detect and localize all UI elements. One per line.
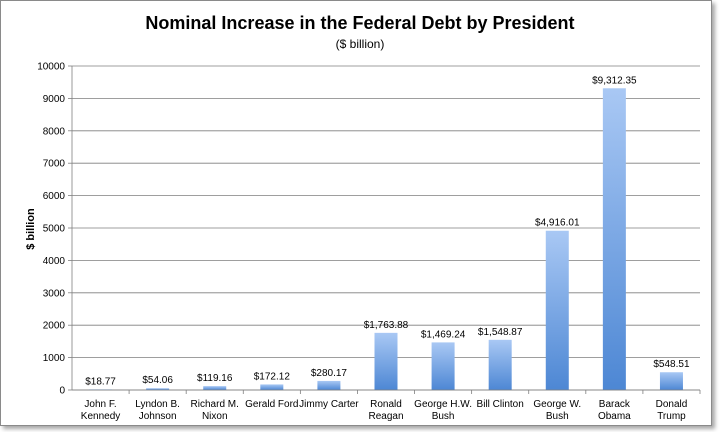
- y-tick-label: 10000: [37, 62, 65, 73]
- y-tick-label: 2000: [43, 321, 66, 332]
- data-label: $1,469.24: [421, 329, 466, 340]
- y-tick-label: 7000: [43, 159, 66, 170]
- y-tick-label: 9000: [43, 94, 66, 105]
- bar: [203, 386, 227, 390]
- x-tick-label: Kennedy: [81, 411, 120, 422]
- x-tick-label: Nixon: [202, 411, 228, 422]
- bar: [602, 88, 626, 391]
- x-tick-label: Reagan: [368, 411, 403, 422]
- x-tick-label: George W.: [533, 399, 581, 410]
- chart-subtitle: ($ billion): [335, 37, 385, 51]
- data-label: $54.06: [142, 375, 173, 386]
- y-tick-label: 3000: [43, 288, 66, 299]
- x-tick-label: Jimmy Carter: [299, 399, 359, 410]
- bar: [545, 230, 569, 390]
- bar: [317, 380, 341, 390]
- chart-title: Nominal Increase in the Federal Debt by …: [145, 13, 575, 33]
- x-tick-label: Richard M.: [191, 399, 239, 410]
- y-tick-label: 0: [59, 386, 65, 397]
- data-label: $280.17: [311, 368, 348, 379]
- x-tick-label: Gerald Ford: [245, 399, 298, 410]
- y-tick-label: 5000: [43, 224, 66, 235]
- y-tick-label: 1000: [43, 353, 66, 364]
- x-tick-label: Lyndon B.: [135, 399, 180, 410]
- x-tick-label: Trump: [657, 411, 686, 422]
- x-tick-label: Bush: [546, 411, 569, 422]
- x-tick-label: John F.: [84, 399, 116, 410]
- bar: [431, 342, 455, 390]
- bar: [260, 384, 284, 390]
- bar: [146, 388, 170, 390]
- bar: [374, 332, 398, 390]
- x-tick-label: George H.W.: [414, 399, 472, 410]
- y-tick-label: 8000: [43, 126, 66, 137]
- axes: 0 1000 2000 3000 4000 5000 6000 7000 8000 9000 100…: [37, 62, 701, 422]
- x-tick-label: Bush: [432, 411, 455, 422]
- y-axis-label: $ billion: [25, 208, 37, 250]
- data-label: $119.16: [197, 373, 233, 384]
- data-label: $172.12: [254, 371, 291, 382]
- bar: [488, 339, 512, 390]
- data-label: $4,916.01: [535, 218, 580, 229]
- gridlines: [72, 65, 700, 391]
- y-tick-label: 6000: [43, 191, 66, 202]
- bars: $18.77 $54.06 $119.16 $172.12 $280.17 $1,763.…: [85, 75, 690, 391]
- y-tick-label: 4000: [43, 256, 66, 267]
- data-label: $1,548.87: [478, 327, 523, 338]
- x-tick-label: Ronald: [370, 399, 402, 410]
- bar: [659, 372, 683, 390]
- x-tick-label: Donald: [656, 399, 688, 410]
- x-tick-label: Obama: [598, 411, 631, 422]
- x-tick-label: Barack: [599, 399, 631, 410]
- x-tick-label: Bill Clinton: [477, 399, 524, 410]
- chart-frame: [0, 0, 712, 426]
- data-label: $1,763.88: [364, 320, 409, 331]
- data-label: $18.77: [85, 376, 116, 387]
- data-label: $548.51: [653, 359, 690, 370]
- data-label: $9,312.35: [592, 75, 637, 86]
- x-tick-label: Johnson: [139, 411, 177, 422]
